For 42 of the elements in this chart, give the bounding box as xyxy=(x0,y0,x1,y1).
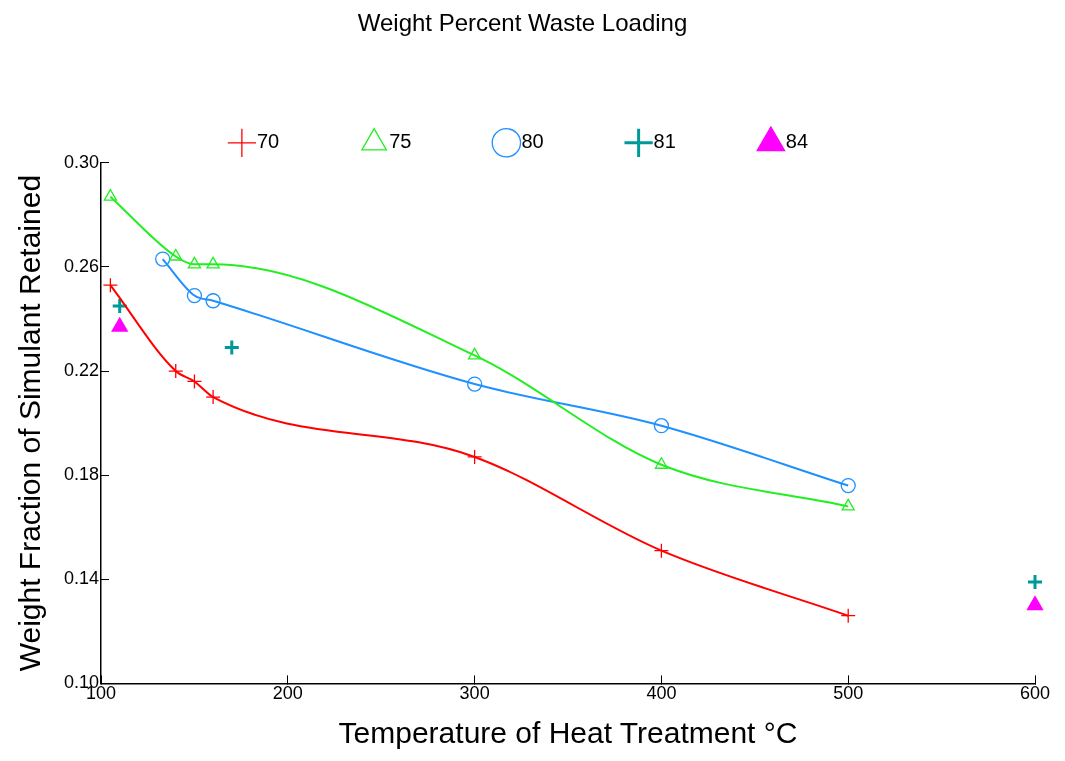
point xyxy=(1027,596,1043,611)
x-tick-label: 400 xyxy=(646,683,677,704)
point xyxy=(205,293,221,309)
point xyxy=(186,373,203,390)
point xyxy=(223,339,241,357)
x-tick-label: 300 xyxy=(459,683,490,704)
x-tick-label: 600 xyxy=(1019,683,1051,704)
point xyxy=(653,418,670,434)
point xyxy=(653,543,670,559)
y-axis-title: Weight Fraction of Simulant Retained xyxy=(13,174,47,672)
point xyxy=(205,389,221,405)
point xyxy=(155,251,171,267)
x-tick-label: 200 xyxy=(272,683,303,704)
point xyxy=(466,449,483,465)
y-tick-label: 0.14 xyxy=(63,568,100,589)
point xyxy=(841,498,855,511)
x-tick-label: 500 xyxy=(833,683,864,704)
point xyxy=(186,287,203,304)
point xyxy=(112,318,128,332)
point xyxy=(187,256,202,269)
legend-label: 81 xyxy=(653,130,676,153)
point xyxy=(206,256,220,269)
legend-title: Weight Percent Waste Loading xyxy=(357,8,688,36)
y-tick-label: 0.18 xyxy=(63,464,100,485)
point xyxy=(169,248,183,261)
legend-label: 75 xyxy=(389,130,412,153)
point xyxy=(467,347,482,360)
point xyxy=(466,376,483,392)
legend-label: 70 xyxy=(256,130,280,153)
point xyxy=(840,608,856,624)
point xyxy=(654,457,669,469)
x-axis-title: Temperature of Heat Treatment °C xyxy=(338,716,798,750)
y-tick-label: 0.26 xyxy=(63,255,100,276)
point xyxy=(1026,573,1044,591)
y-tick-label: 0.22 xyxy=(63,360,100,381)
legend-label: 84 xyxy=(785,130,809,153)
point xyxy=(103,188,118,201)
point xyxy=(102,277,119,293)
point xyxy=(840,477,856,494)
point xyxy=(168,363,184,379)
legend-label: 80 xyxy=(521,130,544,153)
y-tick-label: 0.30 xyxy=(63,151,100,172)
